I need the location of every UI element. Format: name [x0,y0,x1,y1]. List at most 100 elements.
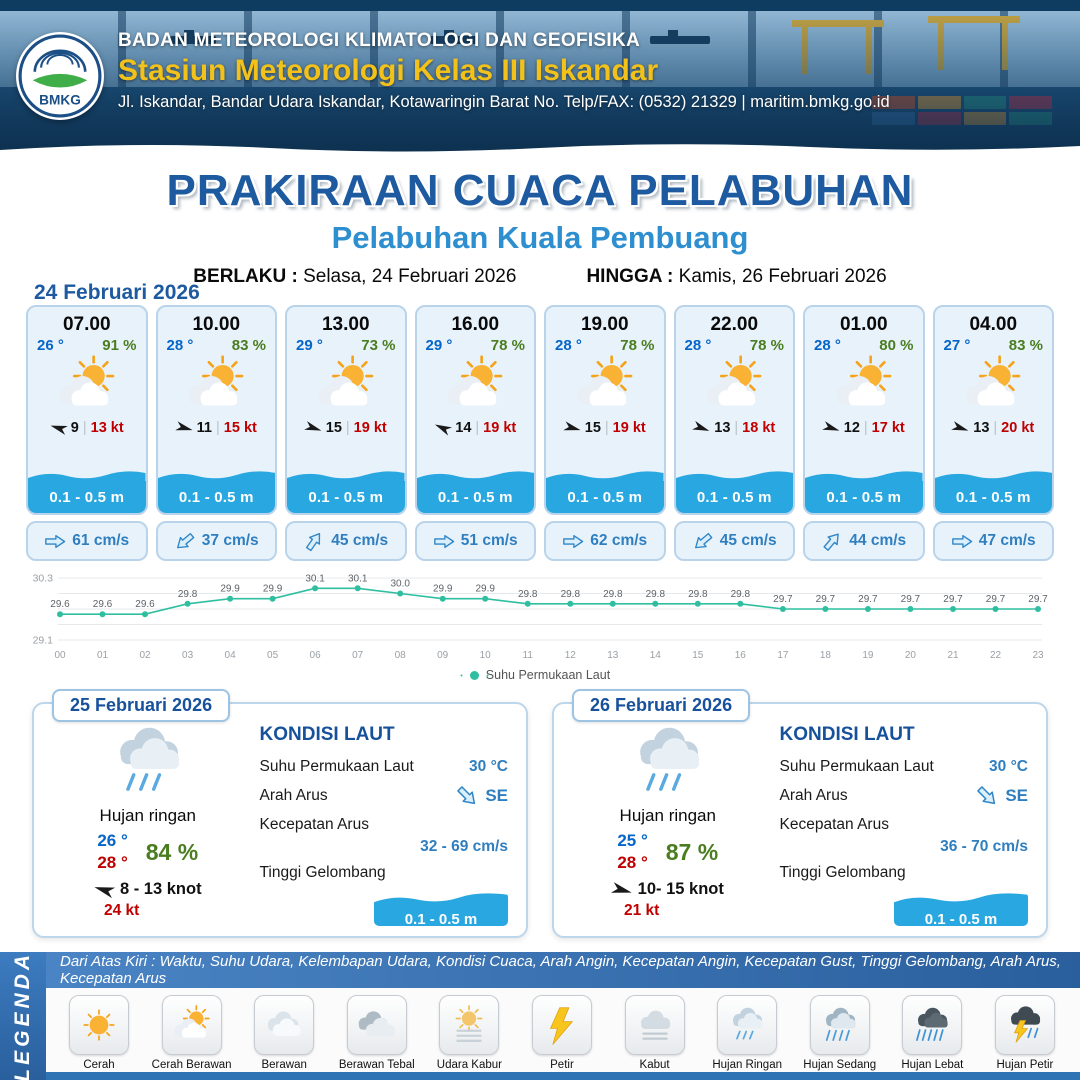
page-title: PRAKIRAAN CUACA PELABUHAN [166,166,914,215]
current-speed: 61 cm/s [72,532,130,549]
header-text: BADAN METEOROLOGI KLIMATOLOGI DAN GEOFIS… [118,30,1060,112]
humidity: 84 % [145,838,199,865]
svg-text:29.7: 29.7 [816,594,836,605]
current-speed: 47 cm/s [978,532,1036,549]
svg-text:29.9: 29.9 [263,584,283,595]
sea-row-sst: Suhu Permukaan Laut 30 °C [260,758,508,776]
wave-crest [374,893,508,905]
svg-text:29.7: 29.7 [858,594,878,605]
wind-direction-icon [821,421,841,436]
forecast-column: 04.00 27 ° 83 % 13 | 20 kt 0.1 - 0.5 m [932,305,1054,561]
air-temperature: 29 ° [296,337,323,354]
svg-text:29.7: 29.7 [901,594,921,605]
sea-row-current-dir: Arah Arus SE [260,786,508,806]
svg-text:04: 04 [225,650,237,661]
legend-icon-petir [531,995,592,1055]
valid-until-value: Kamis, 26 Februari 2026 [678,266,887,287]
wind-direction-icon [563,421,582,435]
wave-height: 0.1 - 0.5 m [157,481,275,513]
title-block: PRAKIRAAN CUACA PELABUHAN Pelabuhan Kual… [0,158,1080,288]
valid-from: BERLAKU : Selasa, 24 Februari 2026 [193,266,516,288]
svg-text:11: 11 [523,650,534,661]
sea-label: Suhu Permukaan Laut [259,758,414,775]
separator: | [345,420,350,436]
wave-height: 0.1 - 0.5 m [28,481,146,513]
wind-speed-range: 10- 15 knot [637,880,724,899]
forecast-time: 04.00 [969,314,1018,335]
weather-icon-cerah-berawan [826,355,902,417]
current-direction: SE [455,786,508,806]
separator: | [734,420,739,436]
station-name: Stasiun Meteorologi Kelas III Iskandar [118,54,659,87]
svg-text:17: 17 [777,650,789,661]
svg-text:29.8: 29.8 [688,589,708,600]
svg-text:29.7: 29.7 [773,594,793,605]
current-direction-icon [44,534,66,549]
humidity: 87 % [665,838,719,865]
current-box: 62 cm/s [544,521,666,561]
temp-max: 28 ° [97,853,128,873]
legend-item: Berawan Tebal [332,988,422,1072]
svg-text:23: 23 [1032,650,1044,661]
legend-item: Berawan [239,988,329,1072]
forecast-card: 07.00 26 ° 91 % 9 | 13 kt 0.1 - 0.5 m [26,305,148,515]
svg-text:21: 21 [947,650,959,661]
svg-text:01: 01 [97,650,109,661]
sea-label: Kecepatan Arus [259,816,369,833]
wind-speed: 12 [843,420,860,436]
forecast-card: 04.00 27 ° 83 % 13 | 20 kt 0.1 - 0.5 m [932,305,1054,515]
svg-text:29.7: 29.7 [986,594,1006,605]
wind-direction-icon [433,420,453,436]
wind-row: 13 | 18 kt [692,420,775,436]
svg-text:29.6: 29.6 [50,599,70,610]
wind-speed: 9 [70,420,79,436]
wind-direction-icon [303,421,323,436]
legend-icon-berawan-tebal [346,995,407,1055]
sst-chart-svg: 30.3 29.1 29.6 00 29.6 01 29.6 02 29.8 03 29.9 04 29… [33,573,1049,662]
humidity: 83 % [231,337,266,354]
svg-text:06: 06 [310,650,322,661]
legend-item: Hujan Sedang [795,988,885,1072]
current-speed: 62 cm/s [590,532,648,549]
sst-chart: 30.3 29.1 29.6 00 29.6 01 29.6 02 29.8 03 29.9 04 29… [26,560,1054,664]
forecast-time: 07.00 [62,314,111,335]
sea-conditions-title: KONDISI LAUT [779,724,915,745]
wind-speed-range: 8 - 13 knot [119,880,202,899]
legend-caption: Dari Atas Kiri : Waktu, Suhu Udara, Kele… [0,952,1080,988]
legend-icon-udara-kabur [439,995,500,1055]
weather-condition: Hujan ringan [99,806,196,825]
wind-gust: 20 kt [1001,420,1035,436]
legend-item: Udara Kabur [424,988,514,1072]
wind-speed: 13 [714,420,731,436]
wind-speed: 13 [973,420,990,436]
sea-conditions: KONDISI LAUT Suhu Permukaan Laut 30 °C A… [248,722,512,926]
wave-height-band: 0.1 - 0.5 m [157,469,275,513]
svg-text:30.3: 30.3 [33,573,54,585]
legend-label: Cerah Berawan [151,1059,232,1071]
legend-bottom-bar [0,1072,1080,1080]
current-box: 51 cm/s [414,521,536,561]
legend-label: Berawan [261,1059,307,1071]
svg-text:08: 08 [395,650,407,661]
weather-icon-cerah-berawan [696,355,772,417]
sea-label: Kecepatan Arus [779,816,889,833]
legend-label: Berawan Tebal [338,1059,415,1071]
current-speed: 45 cm/s [719,532,777,549]
current-speed: 37 cm/s [201,532,259,549]
humidity: 78 % [490,337,525,354]
wave-crest [28,471,146,481]
svg-text:03: 03 [182,650,194,661]
svg-text:07: 07 [352,650,364,661]
air-temperature: 29 ° [425,337,453,354]
legend-icon-hujan-ringan [717,995,778,1055]
weather-icon-hujan-ringan [618,722,718,802]
legend-icon-cerah-berawan [161,995,222,1055]
wind-direction-icon [49,421,68,436]
legend-label: Hujan Sedang [803,1059,877,1071]
wave-crest [157,471,275,481]
weather-icon-cerah-berawan [955,355,1031,417]
wind-row: 15 | 19 kt [563,420,646,436]
wind-gust: 19 kt [353,420,387,436]
weather-icon-cerah-berawan [49,355,125,417]
wave-height-band: 0.1 - 0.5 m [28,469,146,513]
